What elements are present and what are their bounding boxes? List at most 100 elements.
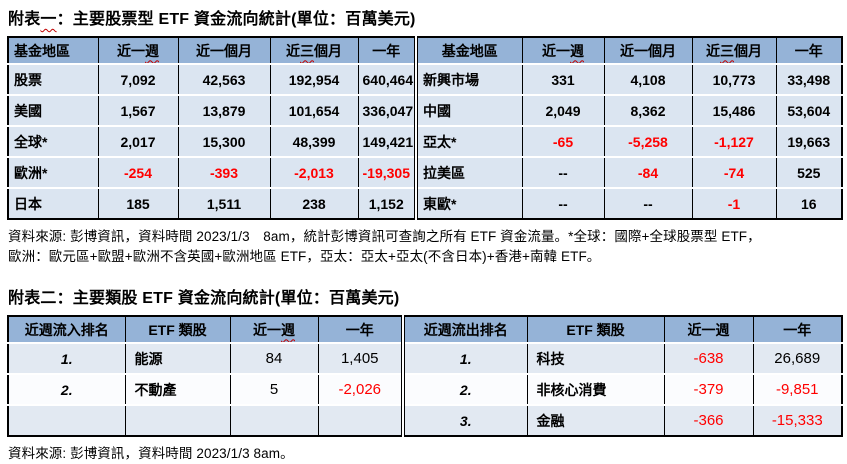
value-cell: -2,013 — [269, 156, 358, 188]
value-cell: 15,486 — [691, 94, 776, 126]
value-cell: 238 — [269, 187, 358, 219]
value-cell: 5 — [229, 373, 318, 405]
table-row: 全球* 2,017 15,300 48,399 149,421 亞太* -65 … — [8, 125, 842, 157]
sector-etf-flow-table: 近週流入排名 ETF 類股 近一週 一年 近週流出排名 ETF 類股 近一週 一… — [7, 315, 843, 437]
title1-spellcheck-wavy: 一 — [40, 11, 57, 28]
col-header-week-left: 近一週 — [97, 37, 178, 64]
sector-cell: 不動產 — [124, 373, 230, 405]
col-header-week-left: 近一週 — [229, 316, 318, 343]
value-cell: 48,399 — [269, 125, 358, 157]
region-cell: 新興市場 — [414, 63, 522, 95]
col-header-month1-left: 近一個月 — [177, 37, 270, 64]
value-cell: 2,049 — [521, 94, 604, 126]
col-header-month3-left: 近三個月 — [269, 37, 358, 64]
header-spellcheck-wavy: 三 — [720, 42, 734, 59]
value-cell: -19,305 — [357, 156, 416, 188]
rank-cell: 1. — [401, 342, 527, 374]
equity-etf-flow-table: 基金地區 近一週 近一個月 近三個月 一年 基金地區 近一週 近一個月 近三個月… — [7, 36, 843, 220]
header-spellcheck-wavy: 週 — [570, 42, 584, 59]
value-cell: -- — [603, 187, 692, 219]
region-cell: 東歐* — [414, 187, 522, 219]
title1-text-rest: ：主要股票型 ETF 資金流向統計(單位：百萬美元) — [56, 11, 416, 28]
value-cell: -366 — [663, 404, 753, 436]
value-cell: 84 — [229, 342, 318, 374]
header-spellcheck-wavy: 週 — [145, 42, 159, 59]
rank-cell: 1. — [8, 342, 125, 374]
region-cell: 美國 — [8, 94, 98, 126]
value-cell: -393 — [177, 156, 270, 188]
value-cell: 2,017 — [97, 125, 178, 157]
header-text: 個月 — [734, 42, 762, 59]
value-cell: -- — [521, 187, 604, 219]
region-cell: 日本 — [8, 187, 98, 219]
header-text: 近 — [706, 42, 720, 59]
table-row: 3. 金融 -366 -15,333 — [8, 404, 842, 436]
sector-cell: 金融 — [526, 404, 664, 436]
value-cell: -254 — [97, 156, 178, 188]
value-cell: 101,654 — [269, 94, 358, 126]
value-cell: 1,405 — [317, 342, 403, 374]
region-cell: 中國 — [414, 94, 522, 126]
title2-text-rest: ：主要類股 ETF 資金流向統計(單位：百萬美元) — [56, 290, 400, 307]
value-cell: 336,047 — [357, 94, 416, 126]
table1-title: 附表一：主要股票型 ETF 資金流向統計(單位：百萬美元) — [8, 5, 841, 29]
sector-cell: 非核心消費 — [526, 373, 664, 405]
value-cell: 42,563 — [177, 63, 270, 95]
value-cell-empty — [229, 404, 318, 436]
region-cell: 歐洲* — [8, 156, 98, 188]
col-header-month3-right: 近三個月 — [691, 37, 776, 64]
value-cell-empty — [317, 404, 403, 436]
sector-cell: 能源 — [124, 342, 230, 374]
header-text: 近 — [286, 42, 300, 59]
value-cell: 8,362 — [603, 94, 692, 126]
col-header-region-left: 基金地區 — [8, 37, 98, 64]
col-header-week-right: 近一週 — [663, 316, 753, 343]
col-header-week-right: 近一週 — [521, 37, 604, 64]
table-row: 美國 1,567 13,879 101,654 336,047 中國 2,049… — [8, 94, 842, 126]
value-cell: 53,604 — [775, 94, 842, 126]
table-row: 股票 7,092 42,563 192,954 640,464 新興市場 331… — [8, 63, 842, 95]
title1-text: 附表 — [8, 11, 41, 28]
value-cell: 4,108 — [603, 63, 692, 95]
value-cell: -9,851 — [752, 373, 842, 405]
value-cell: 1,511 — [177, 187, 270, 219]
table1-header-row: 基金地區 近一週 近一個月 近三個月 一年 基金地區 近一週 近一個月 近三個月… — [8, 37, 842, 64]
value-cell: 33,498 — [775, 63, 842, 95]
col-header-year-right: 一年 — [752, 316, 842, 343]
title2-text: 附表二 — [8, 290, 57, 307]
table2-header-row: 近週流入排名 ETF 類股 近一週 一年 近週流出排名 ETF 類股 近一週 一… — [8, 316, 842, 343]
region-cell: 全球* — [8, 125, 98, 157]
col-header-year-left: 一年 — [317, 316, 403, 343]
value-cell: 19,663 — [775, 125, 842, 157]
value-cell: 185 — [97, 187, 178, 219]
value-cell: 7,092 — [97, 63, 178, 95]
col-header-month1-right: 近一個月 — [603, 37, 692, 64]
value-cell: 1,152 — [357, 187, 416, 219]
col-header-year-right: 一年 — [775, 37, 842, 64]
table-row: 日本 185 1,511 238 1,152 東歐* -- -- -1 16 — [8, 187, 842, 219]
table2-source-note: 資料來源: 彭博資訊，資料時間 2023/1/3 8am。 — [8, 446, 294, 461]
value-cell: -379 — [663, 373, 753, 405]
source-note-line1: 資料來源: 彭博資訊，資料時間 2023/1/3 8am，統計彭博資訊可查詢之所… — [8, 229, 761, 244]
region-cell: 股票 — [8, 63, 98, 95]
sector-cell-empty — [124, 404, 230, 436]
value-cell: 15,300 — [177, 125, 270, 157]
col-header-region-right: 基金地區 — [414, 37, 522, 64]
col-header-inflow-rank: 近週流入排名 — [8, 316, 125, 343]
header-text: 近一 — [253, 321, 281, 338]
rank-cell: 2. — [401, 373, 527, 405]
value-cell: -1 — [691, 187, 776, 219]
header-text: 近一 — [542, 42, 570, 59]
col-header-sector-right: ETF 類股 — [526, 316, 664, 343]
value-cell: -5,258 — [603, 125, 692, 157]
value-cell: -638 — [663, 342, 753, 374]
value-cell: 1,567 — [97, 94, 178, 126]
value-cell: -2,026 — [317, 373, 403, 405]
rank-cell: 3. — [401, 404, 527, 436]
header-text: 個月 — [314, 42, 342, 59]
value-cell: -1,127 — [691, 125, 776, 157]
table-row: 1. 能源 84 1,405 1. 科技 -638 26,689 — [8, 342, 842, 374]
value-cell: -65 — [521, 125, 604, 157]
header-text: 近一 — [117, 42, 145, 59]
table1-source-note: 資料來源: 彭博資訊，資料時間 2023/1/3 8am，統計彭博資訊可查詢之所… — [8, 227, 841, 267]
